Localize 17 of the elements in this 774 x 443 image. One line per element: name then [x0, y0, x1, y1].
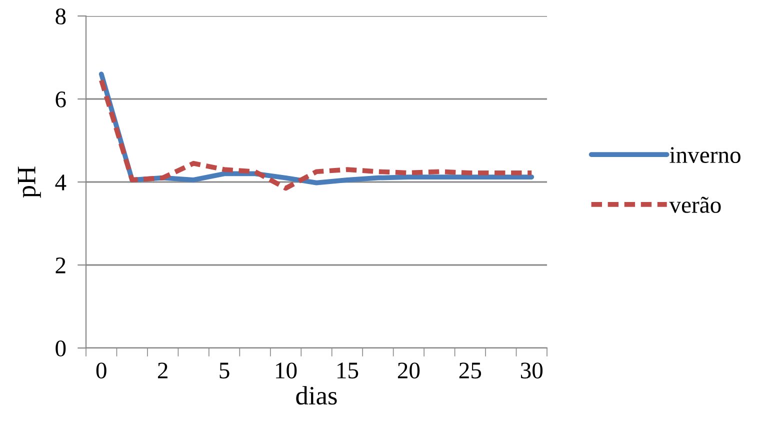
y-tick-label: 0 [56, 340, 66, 356]
x-axis-title: dias [296, 386, 337, 405]
x-tick-label: 30 [520, 362, 543, 379]
legend-label: inverno [670, 147, 740, 164]
y-tick-label: 4 [55, 174, 66, 190]
x-tick-label: 10 [276, 362, 297, 379]
x-tick-label: 20 [398, 362, 420, 379]
y-tick-label: 6 [56, 92, 66, 108]
y-tick-label: 8 [56, 8, 66, 24]
x-tick-label: 15 [338, 362, 358, 379]
x-tick-label: 2 [158, 362, 168, 378]
x-tick-label: 25 [459, 362, 482, 379]
x-tick-label: 0 [96, 362, 106, 379]
y-tick-label: 2 [56, 258, 66, 274]
y-axis-title: pH [18, 166, 41, 198]
x-tick-label: 5 [220, 362, 230, 379]
legend-label: verão [669, 196, 721, 213]
